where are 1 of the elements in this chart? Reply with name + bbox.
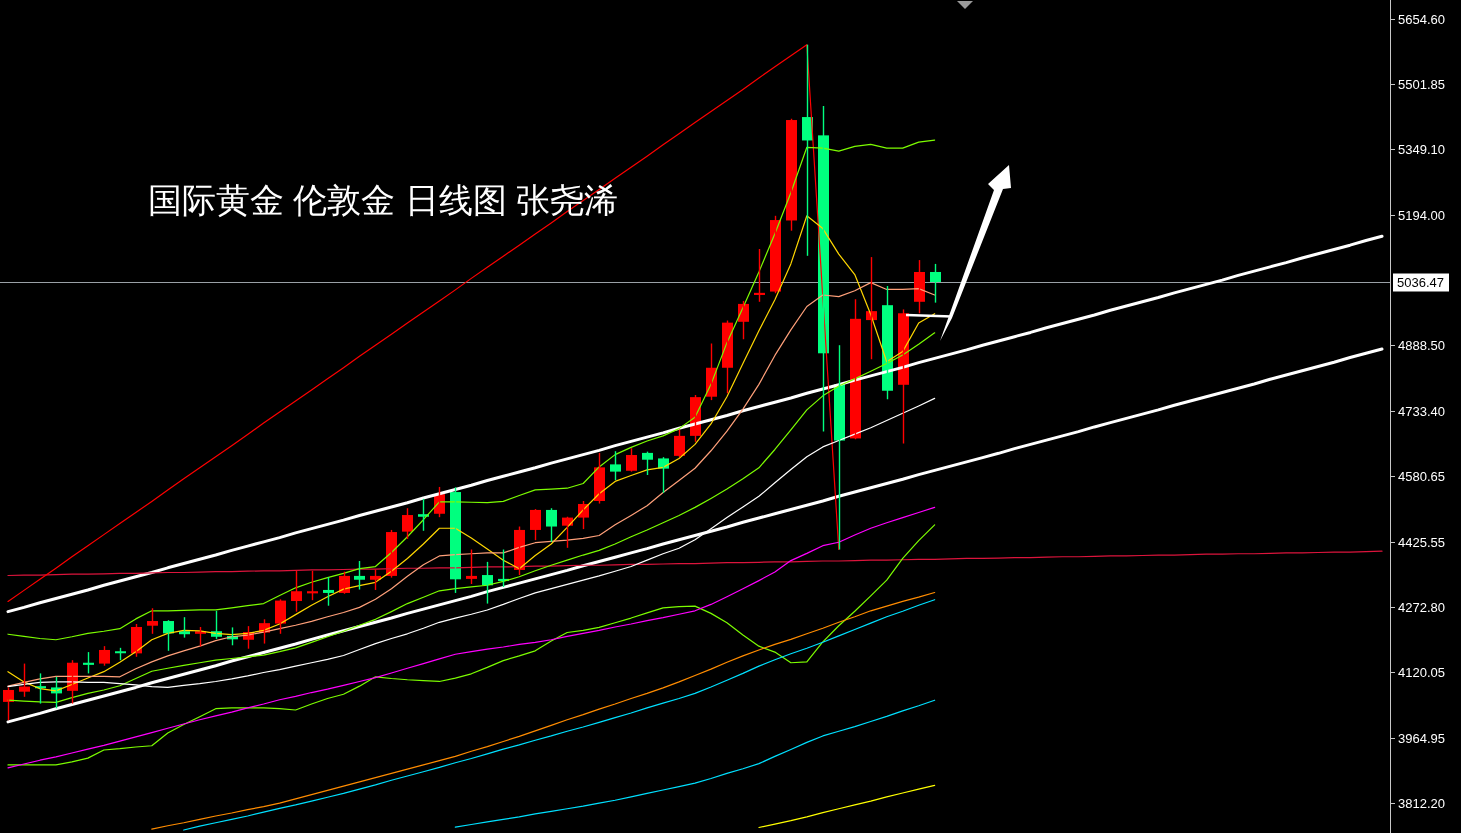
title: 国际黄金 伦敦金 日线图 张尧浠 — [148, 181, 619, 219]
